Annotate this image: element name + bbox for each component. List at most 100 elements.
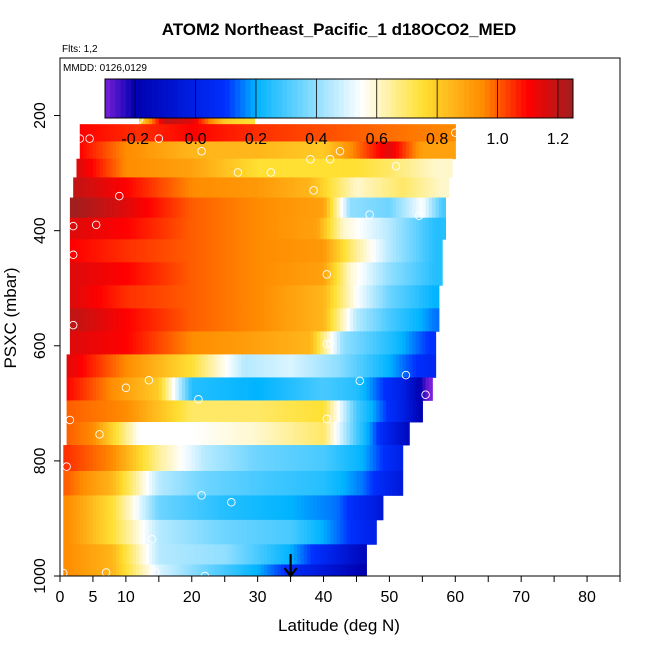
heatmap-cell [425,331,430,355]
heatmap-cell [409,262,414,286]
heatmap-cell [293,308,298,332]
heatmap-cell [399,285,404,309]
heatmap-cell [251,308,255,332]
heatmap-cell [102,377,107,401]
heatmap-cell [313,141,318,160]
heatmap-cell [293,262,298,286]
heatmap-cell [399,158,404,178]
heatmap-cell [148,354,153,378]
heatmap-cell [297,519,302,545]
heatmap-cell [218,544,223,565]
heatmap-cell [99,331,104,355]
heatmap-cell [129,377,134,401]
heatmap-cell [346,331,351,355]
heatmap-cell [99,308,104,332]
heatmap-cell [125,445,130,472]
heatmap-cell [139,519,143,545]
heatmap-cell [409,158,414,178]
heatmap-cell [409,197,414,219]
heatmap-cell [162,564,167,576]
heatmap-cell [224,239,229,263]
colorbar-cell [110,79,116,118]
heatmap-cell [346,141,351,160]
heatmap-cell [346,422,351,446]
heatmap-cell [211,354,216,378]
heatmap-cell [109,285,114,309]
heatmap-cell [175,400,180,423]
heatmap-cell [122,377,127,401]
heatmap-cell [340,239,344,263]
heatmap-cell [198,239,203,263]
heatmap-cell [359,564,364,576]
heatmap-cell [316,124,321,142]
heatmap-cell [349,217,354,240]
heatmap-cell [92,262,97,286]
heatmap-cell [83,124,87,142]
heatmap-cell [419,354,423,378]
heatmap-cell [155,308,160,332]
heatmap-cell [234,217,239,240]
heatmap-cell [92,197,97,219]
heatmap-cell [287,217,292,240]
heatmap-cell [211,124,216,142]
heatmap-cell [396,197,400,219]
heatmap-cell [79,422,84,446]
heatmap-cell [168,177,173,198]
heatmap-cell [142,262,147,286]
y-tick-label: 200 [32,102,49,129]
y-tick-label: 400 [32,217,49,244]
heatmap-cell [178,217,183,240]
heatmap-cell [172,544,176,565]
heatmap-cell [195,400,199,423]
heatmap-cell [79,141,84,160]
colorbar-cell [333,79,340,118]
heatmap-cell [96,308,101,332]
heatmap-cell [326,377,331,401]
heatmap-cell [382,422,387,446]
heatmap-cell [211,422,216,446]
heatmap-cell [297,197,302,219]
heatmap-cell [264,544,269,565]
heatmap-cell [277,544,282,565]
heatmap-cell [425,158,430,178]
heatmap-cell [267,519,272,545]
heatmap-cell [264,400,269,423]
heatmap-cell [412,285,417,309]
heatmap-cell [359,422,364,446]
heatmap-cell [264,177,269,198]
heatmap-cell [399,377,404,401]
heatmap-cell [116,422,120,446]
heatmap-cell [125,377,130,401]
heatmap-cell [310,197,315,219]
heatmap-cell [287,354,292,378]
heatmap-cell [290,400,295,423]
heatmap-cell [129,217,134,240]
colorbar-cell [105,79,111,118]
heatmap-cell [320,400,325,423]
heatmap-cell [247,285,252,309]
heatmap-cell [119,285,124,309]
heatmap-cell [83,519,87,545]
heatmap-cell [102,354,107,378]
heatmap-cell [297,495,302,521]
heatmap-cell [251,262,255,286]
heatmap-cell [349,519,354,545]
heatmap-cell [366,495,371,521]
heatmap-cell [142,445,147,472]
heatmap-cell [96,354,101,378]
heatmap-cell [336,400,341,423]
heatmap-cell [340,377,344,401]
heatmap-cell [297,422,302,446]
heatmap-cell [300,354,305,378]
heatmap-cell [218,177,223,198]
heatmap-cell [280,422,285,446]
heatmap-cell [86,141,91,160]
heatmap-cell [172,141,176,160]
heatmap-cell [379,495,384,521]
heatmap-cell [221,308,226,332]
heatmap-cell [452,124,456,142]
heatmap-cell [343,564,348,576]
heatmap-cell [356,158,361,178]
sample-point [147,534,157,544]
heatmap-cell [185,197,190,219]
